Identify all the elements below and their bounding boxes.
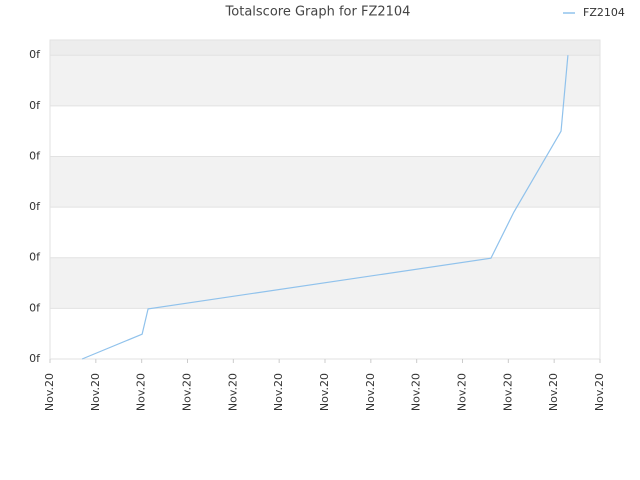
x-tick-label: Nov.20 [501, 373, 514, 411]
x-tick-label: Nov.20 [593, 373, 606, 411]
x-tick-label: Nov.20 [226, 373, 239, 411]
x-tick-label: Nov.20 [547, 373, 560, 411]
x-tick-label: Nov.20 [456, 373, 469, 411]
x-tick-label: Nov.20 [410, 373, 423, 411]
x-tick-label: Nov.20 [43, 373, 56, 411]
x-tick-label: Nov.20 [318, 373, 331, 411]
y-tick-label: 0f [29, 251, 41, 264]
x-tick-label: Nov.20 [364, 373, 377, 411]
x-tick-label: Nov.20 [181, 373, 194, 411]
y-tick-label: 0f [29, 99, 41, 112]
y-tick-label: 0f [29, 48, 41, 61]
grid-band [50, 40, 600, 56]
x-tick-label: Nov.20 [272, 373, 285, 411]
y-tick-label: 0f [29, 301, 41, 314]
chart-title: Totalscore Graph for FZ2104 [225, 5, 411, 20]
y-tick-label: 0f [29, 149, 41, 162]
legend-label: FZ2104 [583, 6, 625, 19]
grid-band [50, 156, 600, 208]
x-tick-label: Nov.20 [89, 373, 102, 411]
grid-band [50, 55, 600, 106]
y-tick-label: 0f [29, 200, 41, 213]
x-tick-label: Nov.20 [135, 373, 148, 411]
data-line [81, 55, 569, 360]
y-tick-label: 0f [29, 352, 41, 365]
